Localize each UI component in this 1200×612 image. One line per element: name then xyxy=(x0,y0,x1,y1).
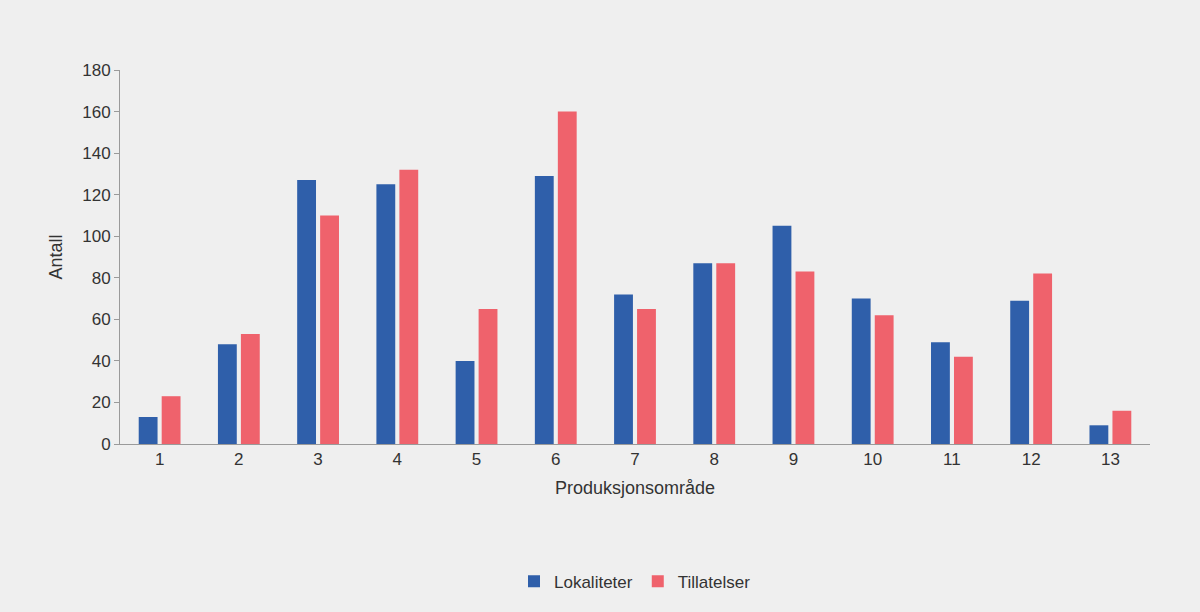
svg-text:3: 3 xyxy=(313,450,322,469)
svg-text:4: 4 xyxy=(393,450,402,469)
svg-text:11: 11 xyxy=(943,450,961,469)
svg-text:10: 10 xyxy=(863,450,882,469)
svg-text:40: 40 xyxy=(92,352,111,371)
svg-text:7: 7 xyxy=(630,450,639,469)
svg-text:6: 6 xyxy=(551,450,560,469)
svg-text:0: 0 xyxy=(101,435,110,454)
svg-text:140: 140 xyxy=(82,144,110,163)
svg-text:5: 5 xyxy=(472,450,481,469)
svg-text:Lokaliteter: Lokaliteter xyxy=(554,573,633,592)
svg-text:Tillatelser: Tillatelser xyxy=(678,573,750,592)
svg-text:180: 180 xyxy=(82,61,110,80)
svg-text:20: 20 xyxy=(92,393,111,412)
svg-text:Antall: Antall xyxy=(46,234,66,279)
svg-text:9: 9 xyxy=(789,450,798,469)
svg-text:60: 60 xyxy=(92,310,111,329)
svg-text:Produksjonsområde: Produksjonsområde xyxy=(555,478,715,498)
svg-text:8: 8 xyxy=(709,450,718,469)
svg-text:120: 120 xyxy=(82,186,110,205)
svg-text:12: 12 xyxy=(1022,450,1041,469)
svg-text:2: 2 xyxy=(234,450,243,469)
svg-text:13: 13 xyxy=(1101,450,1120,469)
svg-text:1: 1 xyxy=(155,450,164,469)
svg-text:80: 80 xyxy=(92,269,111,288)
svg-text:160: 160 xyxy=(82,103,110,122)
svg-text:100: 100 xyxy=(82,227,110,246)
